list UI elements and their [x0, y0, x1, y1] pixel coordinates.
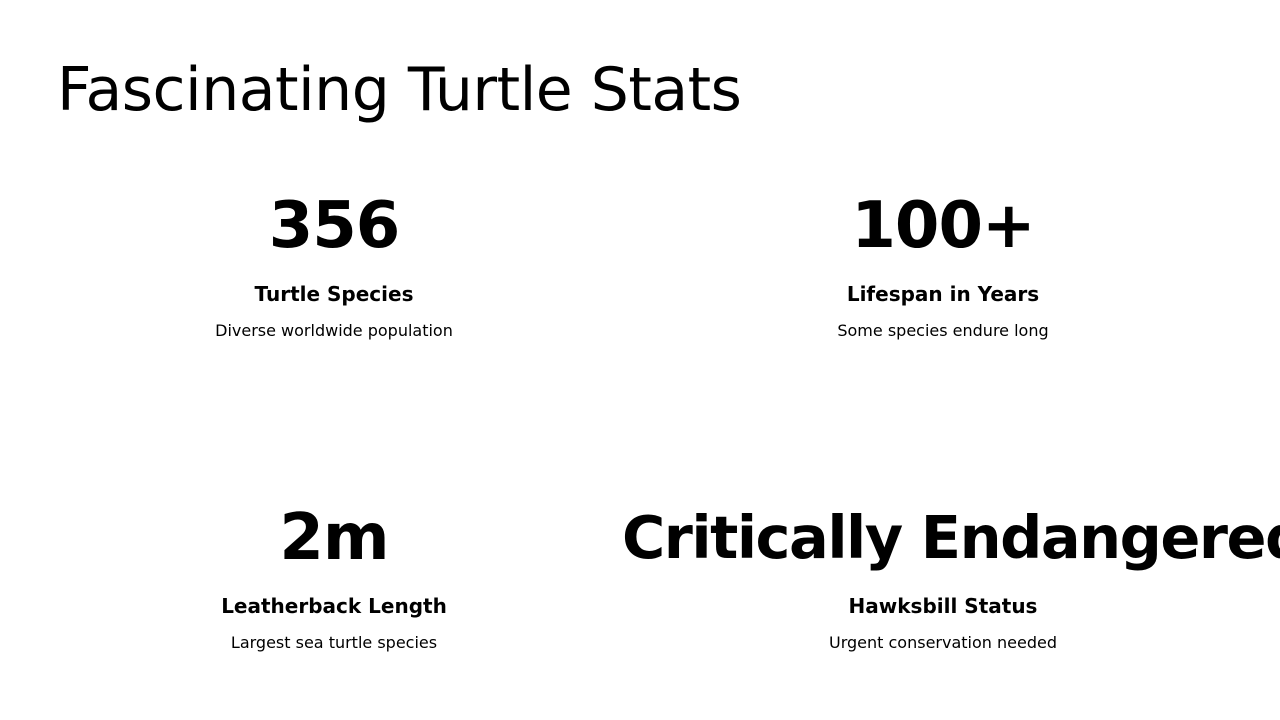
stat-card-leatherback-length: 2m Leatherback Length Largest sea turtle… — [44, 500, 624, 654]
stat-description: Urgent conservation needed — [829, 633, 1057, 652]
page-title: Fascinating Turtle Stats — [57, 55, 742, 125]
stat-card-species: 356 Turtle Species Diverse worldwide pop… — [44, 188, 624, 342]
stat-card-lifespan: 100+ Lifespan in Years Some species endu… — [654, 188, 1232, 342]
stat-label: Hawksbill Status — [848, 594, 1038, 618]
stat-description: Diverse worldwide population — [215, 321, 453, 340]
stat-value: 100+ — [851, 189, 1035, 263]
stat-label: Lifespan in Years — [846, 282, 1040, 306]
stat-value: Critically Endangered — [622, 503, 1280, 572]
stat-card-hawksbill-status: Critically Endangered Hawksbill Status U… — [622, 500, 1280, 654]
stat-label: Turtle Species — [254, 282, 414, 306]
stat-description: Some species endure long — [837, 321, 1049, 340]
stat-value: 2m — [279, 501, 389, 575]
stat-label: Leatherback Length — [221, 594, 447, 618]
stat-value: 356 — [268, 189, 401, 263]
stat-description: Largest sea turtle species — [230, 633, 438, 652]
